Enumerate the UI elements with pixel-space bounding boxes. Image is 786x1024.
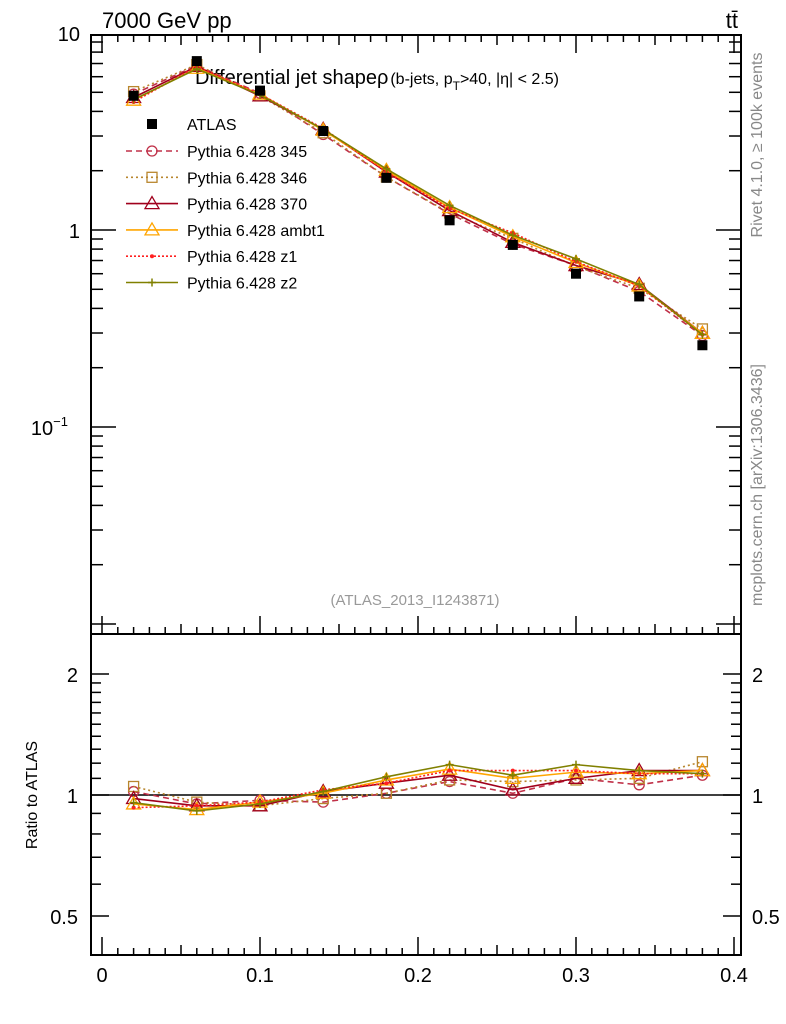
legend-marker [146,145,158,157]
ratio-series-line [133,769,703,807]
ratio-tick-label-right: 0.5 [752,907,780,929]
data-point [567,254,585,269]
x-tick-label: 0.4 [720,965,748,987]
ratio-point [378,774,395,789]
ratio-point [445,760,454,769]
ratio-series-line [133,774,703,805]
atlas-data-point [507,239,518,250]
ratio-point [194,803,199,808]
chart-title: Differential jet shapeρ (b-jets, pT>40, |… [195,67,559,93]
y-tick-label: 10 [58,24,80,46]
legend-label: Pythia 6.428 345 [187,144,307,161]
ratio-point [131,805,136,810]
ratio-point [574,768,578,773]
atlas-data-point [634,291,645,302]
atlas-data-point [191,56,202,67]
x-tick-label: 0.2 [404,965,432,987]
ratio-point [631,765,648,780]
legend-marker [148,278,156,287]
analysis-watermark: (ATLAS_2013_I1243871) [330,592,499,609]
ratio-point [319,787,328,796]
ratio-point [441,760,458,775]
ratio-point [129,798,138,807]
data-point [382,164,391,173]
ratio-point [696,756,709,768]
ratio-point [508,771,517,780]
ratio-point [698,769,707,778]
ratio-point [635,766,644,775]
ratio-tick-label: 2 [67,665,78,687]
atlas-data-point [571,268,581,279]
ratio-tick-label: 1 [67,786,78,808]
ratio-point [633,779,645,791]
legend-marker-atlas [147,119,157,129]
mcplots-label: mcplots.cern.ch [arXiv:1306.3436] [749,364,766,606]
legend-label: Pythia 6.428 z2 [187,276,297,293]
ratio-tick-label: 0.5 [50,907,78,929]
atlas-data-point [128,90,139,101]
legend-label: Pythia 6.428 346 [187,170,307,187]
legend-marker [143,221,161,236]
atlas-data-point [255,85,265,96]
ratio-tick-label-right: 2 [752,665,763,687]
ratio-series-line [133,768,703,811]
series-pythia-6-428-346: Pythia 6.428 346 [126,58,709,812]
legend-label: Pythia 6.428 z1 [187,249,297,266]
ratio-series-line [133,760,703,807]
ratio-point [572,760,580,769]
y-tick-label: 10−1 [31,414,68,440]
y-tick-exponent: −1 [53,414,68,429]
atlas-data-point [697,340,708,351]
series-line [133,68,703,336]
atlas-data-point [318,126,329,137]
data-point [698,330,707,339]
legend-label: Pythia 6.428 ambt1 [187,223,325,240]
series-line [133,64,703,337]
ratio-point [382,772,391,781]
series-pythia-6-428-z2: Pythia 6.428 z2 [126,64,707,815]
data-point [635,280,644,289]
legend-label-atlas: ATLAS [187,117,237,134]
ratio-tick-label-right: 1 [752,786,763,808]
ratio-point [384,781,389,786]
legend-marker [150,254,154,259]
rivet-label: Rivet 4.1.0, ≥ 100k events [749,53,766,238]
ratio-series-line [133,769,703,809]
header-process: tt̄ [726,8,738,33]
data-point [192,64,201,73]
legend-marker [143,195,161,210]
series-line [133,63,703,330]
ratio-point [510,768,515,773]
ratio-frame [90,633,742,956]
atlas-data-point [444,215,455,226]
ratio-point [504,781,521,796]
x-tick-label: 0.3 [562,965,590,987]
ratio-point [507,787,519,799]
legend-marker [146,171,158,183]
legend-label: Pythia 6.428 370 [187,197,307,214]
data-point [445,201,454,210]
x-tick-label: 0 [96,965,107,987]
y-tick-label: 1 [69,221,80,243]
data-point [572,254,580,263]
ratio-point [256,799,264,808]
ratio-point [192,806,201,815]
ratio-ylabel: Ratio to ATLAS [24,741,41,849]
ratio-series-line [133,763,703,812]
atlas-data-point [381,172,392,183]
ratio-point [504,770,521,785]
header-energy: 7000 GeV pp [102,8,232,33]
data-point [508,231,517,240]
ratio-point [447,768,452,773]
x-tick-label: 0.1 [246,965,274,987]
